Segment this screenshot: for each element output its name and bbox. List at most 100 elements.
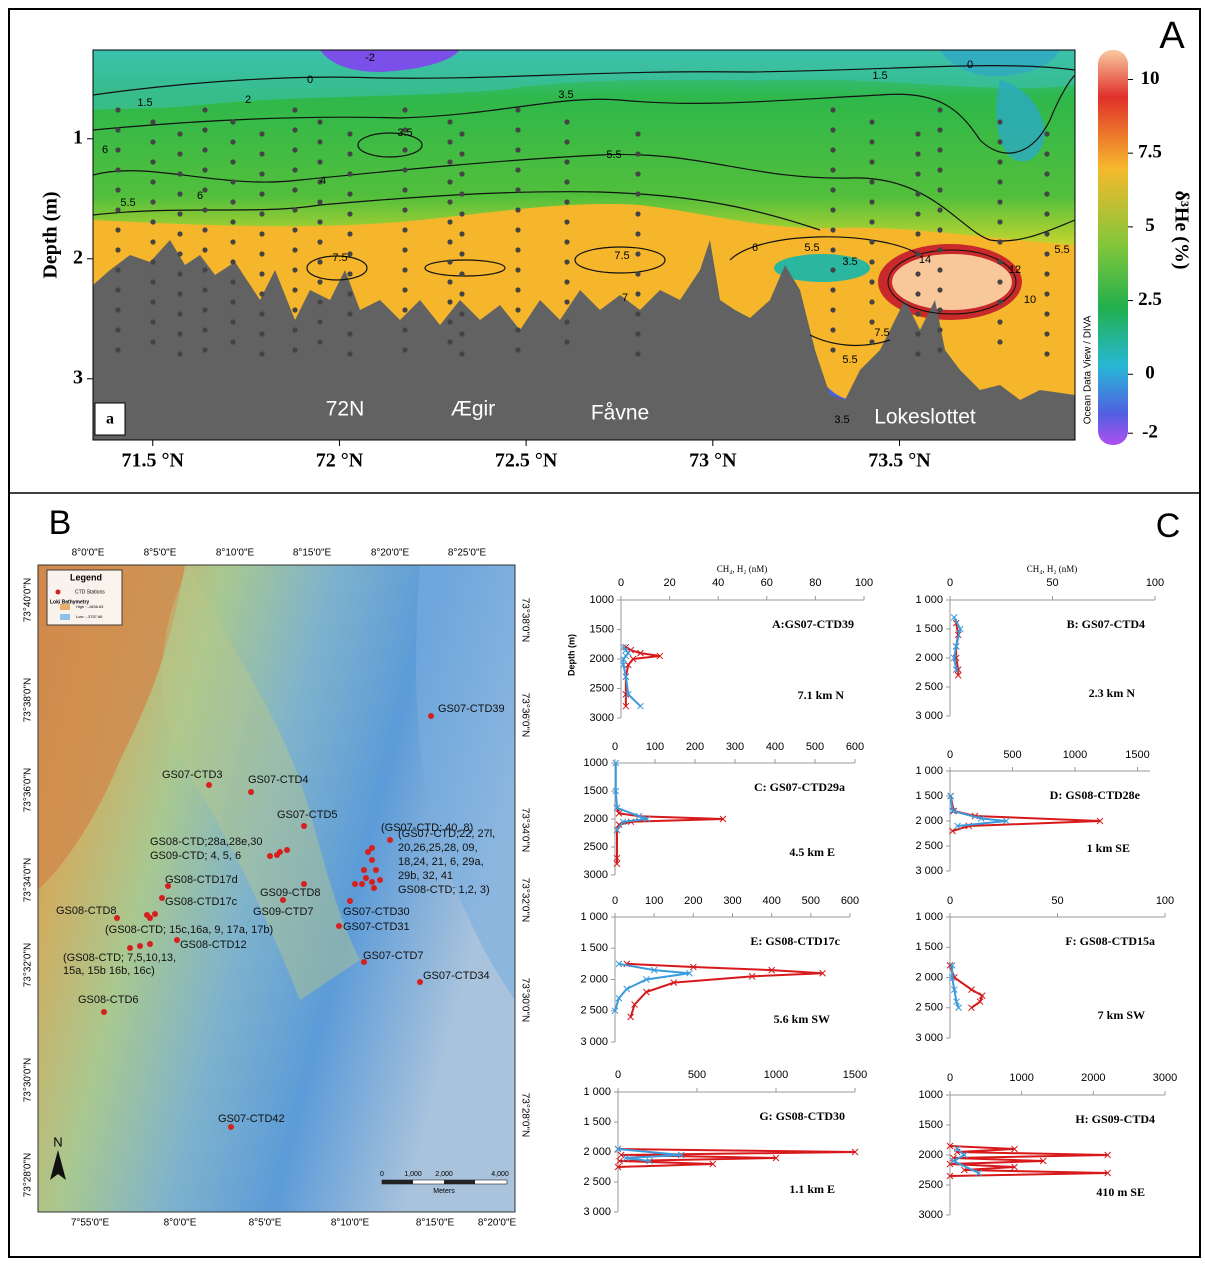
lon-label: 8°10'0"E <box>331 1218 370 1229</box>
station-dot <box>202 187 208 193</box>
profile-point <box>1096 817 1104 825</box>
station-dot <box>159 895 165 901</box>
station-dot <box>402 187 408 193</box>
profile-point <box>615 810 623 817</box>
station-dot <box>447 179 453 185</box>
y-tick-label: 2500 <box>590 682 614 694</box>
station-dot <box>447 159 453 165</box>
lat-label: 73°38'0"N <box>519 598 530 643</box>
contour-label: 14 <box>919 254 931 266</box>
y-tick-label: 1000 <box>584 757 608 769</box>
station-dot <box>937 207 943 213</box>
station-dot <box>515 147 521 153</box>
profile-point <box>1011 1163 1018 1171</box>
station-dot <box>402 207 408 213</box>
lat-label: 73°28'0"N <box>519 1093 530 1138</box>
station-dot <box>635 211 641 217</box>
y-tick-label: 2 <box>73 246 83 268</box>
x-tick-label: 0 <box>618 577 624 589</box>
site-label: Fåvne <box>591 402 649 425</box>
contour-label: 3.5 <box>397 127 412 139</box>
station-label: 15a, 15b 16b, 16c) <box>63 965 155 977</box>
y-tick-label: 1 000 <box>915 911 943 923</box>
profile-point <box>619 818 627 826</box>
station-dot <box>150 239 156 245</box>
station-dot <box>230 259 236 265</box>
legend-text: CTD Stations <box>75 589 105 595</box>
chart-title: F: GS08-CTD15a <box>1065 934 1155 948</box>
lon-label: 8°20'0"E <box>371 548 410 559</box>
plot-letter: a <box>106 411 114 428</box>
colorbar-tick-label: 0 <box>1145 363 1155 384</box>
station-dot <box>202 227 208 233</box>
station-dot <box>459 331 465 337</box>
profile-point <box>953 1145 961 1153</box>
y-tick-label: 2000 <box>584 813 608 825</box>
station-dot <box>274 852 280 858</box>
profile-point <box>1002 817 1010 825</box>
station-dot <box>459 151 465 157</box>
station-dot <box>564 299 570 305</box>
station-dot <box>115 207 121 213</box>
station-dot <box>177 151 183 157</box>
station-dot <box>150 219 156 225</box>
station-dot <box>997 219 1003 225</box>
station-dot <box>459 191 465 197</box>
chart-title: E: GS08-CTD17c <box>750 934 840 948</box>
profile-line <box>614 962 690 1012</box>
x-tick-label: 80 <box>809 577 821 589</box>
y-tick-label: 2 000 <box>915 815 943 827</box>
profile-point <box>613 826 621 834</box>
profile-line <box>955 623 960 676</box>
station-dot <box>447 239 453 245</box>
station-dot <box>635 151 641 157</box>
station-dot <box>1044 151 1050 157</box>
x-tick-label: 0 <box>947 1072 953 1084</box>
station-dot <box>869 239 875 245</box>
lon-label: 8°10'0"E <box>216 548 255 559</box>
station-dot <box>292 167 298 173</box>
station-dot <box>515 307 521 313</box>
station-dot <box>177 351 183 357</box>
station-label: GS08-CTD12 <box>180 939 247 951</box>
station-dot <box>402 327 408 333</box>
station-dot <box>869 279 875 285</box>
contour-label: 6 <box>752 242 758 254</box>
station-dot <box>177 171 183 177</box>
profile-point <box>954 822 961 830</box>
station-dot <box>387 837 393 843</box>
station-dot <box>830 127 836 133</box>
x-tick-label: 40 <box>712 577 724 589</box>
profile-point <box>614 1163 622 1171</box>
profile-point <box>617 1151 625 1159</box>
station-dot <box>915 331 921 337</box>
station-dot <box>515 187 521 193</box>
chart-title: H: GS09-CTD4 <box>1075 1112 1155 1126</box>
profile-point <box>719 815 727 823</box>
station-dot <box>402 127 408 133</box>
station-label: 20,26,25,28, 09, <box>398 842 478 854</box>
x-tick-label: 0 <box>947 895 953 907</box>
scale-label: Meters <box>433 1188 455 1195</box>
chart-note: 4.5 km E <box>789 845 835 859</box>
chart-note: 410 m SE <box>1096 1185 1145 1199</box>
lon-label: 8°20'0"E <box>478 1218 517 1229</box>
x-tick-label: 400 <box>762 895 780 907</box>
x-tick-label: 0 <box>947 577 953 589</box>
station-dot <box>635 291 641 297</box>
station-dot <box>115 267 121 273</box>
contour-label: 1.5 <box>137 97 152 109</box>
lat-label: 73°30'0"N <box>23 1058 34 1103</box>
station-label: (GS07-CTD;22, 27l, <box>398 828 495 840</box>
station-dot <box>202 147 208 153</box>
station-dot <box>1044 351 1050 357</box>
contour-label: -2 <box>365 52 375 64</box>
profile-point <box>622 702 630 710</box>
profile-point <box>1011 1145 1018 1153</box>
station-dot <box>369 845 375 851</box>
frame <box>8 8 1201 1258</box>
station-dot <box>177 311 183 317</box>
y-tick-label: 2 000 <box>915 971 943 983</box>
y-tick-label: 3000 <box>590 712 614 724</box>
station-dot <box>937 167 943 173</box>
